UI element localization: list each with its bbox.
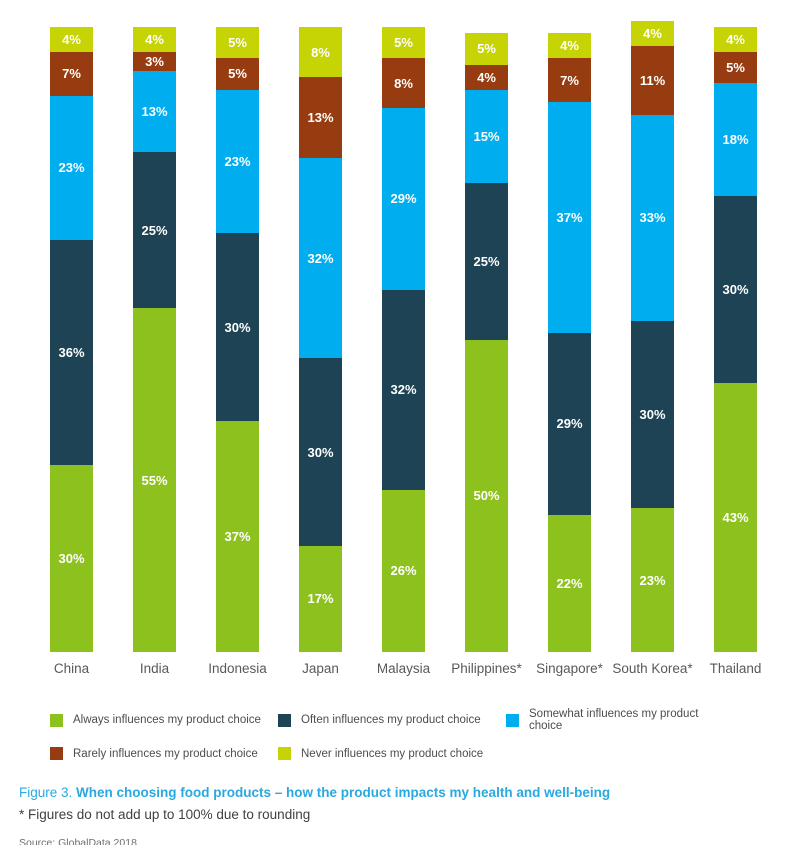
legend-swatch	[278, 747, 291, 760]
bar-segment: 8%	[382, 58, 425, 109]
bar-segment: 13%	[299, 77, 342, 159]
bar-segment: 25%	[465, 183, 508, 340]
legend-swatch	[50, 713, 63, 727]
bar-segment: 5%	[382, 27, 425, 59]
bar-segment: 29%	[548, 333, 591, 515]
stacked-bar: 50% 25% 15% 4% 5%	[465, 33, 508, 652]
figure-source: Source: GlobalData 2018	[19, 837, 137, 845]
bar-segment: 5%	[714, 52, 757, 84]
category-label: Japan	[302, 661, 339, 676]
bar-segment: 11%	[631, 45, 674, 115]
bar-column: 37% 30% 23% 5% 5%	[196, 27, 279, 652]
stacked-bar-chart: 30% 36% 23% 7% 4% 55% 25% 13% 3% 4% 37% 30% 23% 5% 5% 1…	[30, 20, 777, 652]
bar-segment: 37%	[216, 420, 259, 652]
bar-segment: 17%	[299, 545, 342, 652]
bar-segment: 29%	[382, 108, 425, 290]
category-label: Philippines*	[451, 661, 522, 676]
legend-item: Always influences my product choice	[50, 708, 278, 732]
bar-segment: 22%	[548, 514, 591, 652]
category-label: India	[139, 661, 170, 676]
stacked-bar: 22% 29% 37% 7% 4%	[548, 33, 591, 652]
bar-segment: 4%	[465, 64, 508, 90]
stacked-bar: 55% 25% 13% 3% 4%	[133, 27, 176, 652]
category-label: Singapore*	[536, 661, 603, 676]
legend-swatch	[278, 713, 291, 727]
stacked-bar: 30% 36% 23% 7% 4%	[50, 27, 93, 652]
bar-segment: 5%	[465, 33, 508, 65]
bar-segment: 4%	[631, 20, 674, 46]
bar-segment: 5%	[216, 27, 259, 59]
category-label: Thailand	[709, 661, 762, 676]
bar-segment: 23%	[216, 89, 259, 234]
bar-segment: 30%	[50, 464, 93, 652]
bar-segment: 33%	[631, 114, 674, 321]
bar-segment: 5%	[216, 58, 259, 90]
bar-segment: 30%	[631, 320, 674, 509]
legend-item: Rarely influences my product choice	[50, 747, 278, 760]
legend-label: Often influences my product choice	[301, 714, 481, 726]
bar-segment: 32%	[299, 158, 342, 359]
bar-column: 50% 25% 15% 4% 5%	[445, 33, 528, 652]
legend-label: Always influences my product choice	[73, 714, 261, 726]
bar-segment: 26%	[382, 489, 425, 652]
bar-segment: 55%	[133, 308, 176, 652]
stacked-bar: 26% 32% 29% 8% 5%	[382, 27, 425, 652]
bar-segment: 25%	[133, 152, 176, 309]
bar-segment: 50%	[465, 339, 508, 652]
bar-segment: 23%	[50, 95, 93, 240]
bar-column: 17% 30% 32% 13% 8%	[279, 27, 362, 652]
stacked-bar: 17% 30% 32% 13% 8%	[299, 27, 342, 652]
legend-item: Often influences my product choice	[278, 708, 506, 732]
bar-segment: 7%	[548, 58, 591, 102]
bar-segment: 37%	[548, 102, 591, 334]
chart-legend: Always influences my product choice Often…	[50, 708, 760, 775]
category-label: China	[53, 661, 90, 676]
legend-label: Somewhat influences my product choice	[529, 708, 699, 732]
category-label: Malaysia	[376, 661, 431, 676]
stacked-bar: 43% 30% 18% 5% 4%	[714, 27, 757, 652]
category-label: South Korea*	[612, 661, 693, 676]
bar-segment: 4%	[714, 27, 757, 52]
bar-segment: 32%	[382, 289, 425, 490]
bar-segment: 23%	[631, 508, 674, 652]
legend-swatch	[50, 747, 63, 760]
legend-item: Somewhat influences my product choice	[506, 708, 734, 732]
bar-segment: 30%	[714, 195, 757, 384]
bar-segment: 30%	[299, 358, 342, 546]
figure-caption: Figure 3. When choosing food products – …	[19, 785, 794, 800]
legend-swatch	[506, 713, 519, 727]
bar-segment: 36%	[50, 239, 93, 465]
stacked-bar: 37% 30% 23% 5% 5%	[216, 27, 259, 652]
bar-column: 43% 30% 18% 5% 4%	[694, 27, 777, 652]
bar-column: 23% 30% 33% 11% 4%	[611, 20, 694, 652]
bar-segment: 43%	[714, 383, 757, 652]
bar-segment: 4%	[50, 27, 93, 52]
category-label: Indonesia	[208, 661, 267, 676]
legend-label: Never influences my product choice	[301, 747, 484, 760]
bar-column: 30% 36% 23% 7% 4%	[30, 27, 113, 652]
figure-caption-prefix: Figure 3.	[19, 785, 73, 800]
bar-segment: 15%	[465, 89, 508, 184]
bar-segment: 4%	[133, 27, 176, 52]
bar-segment: 13%	[133, 70, 176, 152]
bar-segment: 30%	[216, 233, 259, 421]
legend-label: Rarely influences my product choice	[73, 747, 258, 760]
legend-item: Never influences my product choice	[278, 747, 506, 760]
figure-caption-title: When choosing food products – how the pr…	[76, 785, 611, 800]
stacked-bar: 23% 30% 33% 11% 4%	[631, 20, 674, 652]
figure-footnote: * Figures do not add up to 100% due to r…	[19, 807, 311, 822]
category-labels: China India Indonesia Japan Malaysia Philippi…	[0, 661, 794, 676]
bar-segment: 4%	[548, 33, 591, 59]
bar-column: 22% 29% 37% 7% 4%	[528, 33, 611, 652]
bar-segment: 18%	[714, 83, 757, 196]
bar-column: 26% 32% 29% 8% 5%	[362, 27, 445, 652]
bar-segment: 3%	[133, 52, 176, 71]
bar-segment: 7%	[50, 52, 93, 96]
bar-segment: 8%	[299, 27, 342, 77]
bar-column: 55% 25% 13% 3% 4%	[113, 27, 196, 652]
